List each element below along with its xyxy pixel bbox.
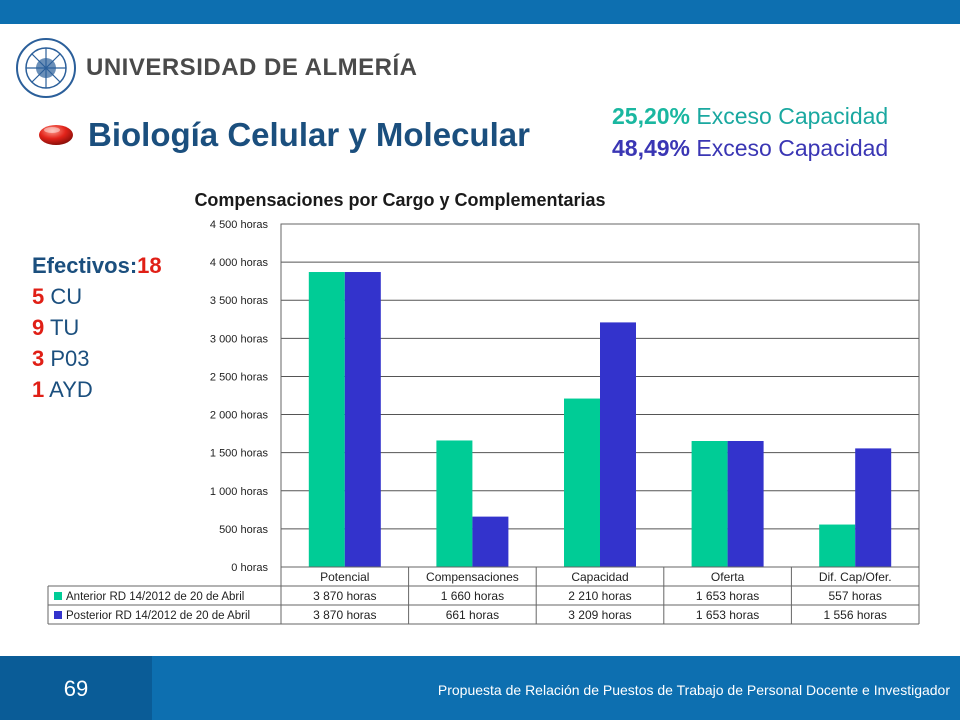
bar-series2 [472,516,509,567]
bar-series1 [308,272,345,567]
chart-title: Compensaciones por Cargo y Complementari… [194,190,606,210]
y-tick-label: 1 500 horas [210,448,269,460]
data-label: 3 870 horas [313,589,376,603]
excess-before-label: Exceso Capacidad [696,103,889,129]
data-label: 3 870 horas [313,608,376,622]
legend-swatch [54,611,62,619]
excess-before-pct: 25,20% [612,103,691,129]
data-label: 3 209 horas [568,608,631,622]
staff-item-count: 9 [32,315,45,340]
staff-item-cu: 5 CU [32,281,162,312]
excess-capacity-before: 25,20% Exceso Capacidad [612,103,888,130]
staff-item-label: AYD [49,377,93,402]
university-logo [16,38,76,98]
y-tick-label: 500 horas [219,524,268,536]
excess-after-pct: 48,49% [612,135,691,161]
footer-bar [0,656,960,720]
page-number-box [0,656,152,720]
y-tick-label: 1 000 horas [210,486,269,498]
staff-item-label: CU [50,284,83,309]
y-tick-label: 2 500 horas [210,371,269,383]
bar-series1 [691,441,728,567]
y-tick-label: 3 500 horas [210,295,269,307]
staff-total: Efectivos:18 [32,250,162,281]
category-label: Oferta [711,570,745,584]
excess-after-label: Exceso Capacidad [696,135,889,161]
staff-item-count: 5 [32,284,45,309]
data-label: 2 210 horas [568,589,631,603]
footer-text: Propuesta de Relación de Puestos de Trab… [437,682,950,698]
page-title: Biología Celular y Molecular [88,116,530,153]
legend-label: Posterior RD 14/2012 de 20 de Abril [66,610,250,622]
category-label: Capacidad [571,570,628,584]
category-label: Compensaciones [426,570,519,584]
staff-item-tu: 9 TU [32,312,162,343]
data-label: 1 556 horas [824,608,887,622]
page-number: 69 [63,676,89,701]
bar-series1 [564,398,600,567]
bar-series2 [727,441,764,567]
staff-item-count: 3 [32,346,45,371]
staff-item-p03: 3 P03 [32,343,162,374]
y-tick-label: 4 500 horas [210,219,269,231]
data-label: 1 653 horas [696,608,759,622]
legend-swatch [54,592,62,600]
data-label: 1 653 horas [696,589,759,603]
bar-series1 [819,524,856,567]
y-tick-label: 3 000 horas [210,333,269,345]
bar-series1 [436,440,473,567]
staff-total-value: 18 [137,253,162,278]
legend-label: Anterior RD 14/2012 de 20 de Abril [66,591,244,603]
y-tick-label: 0 horas [231,562,268,574]
university-name: UNIVERSIDAD DE ALMERÍA [86,54,418,81]
y-tick-label: 2 000 horas [210,410,269,422]
top-bar [0,0,960,24]
data-label: 557 horas [829,589,882,603]
staff-item-count: 1 [32,377,45,402]
category-label: Potencial [320,570,369,584]
staff-item-ayd: 1 AYD [32,374,162,405]
y-tick-label: 4 000 horas [210,257,269,269]
data-label: 661 horas [446,608,499,622]
staff-total-label: Efectivos: [32,253,138,278]
data-label: 1 660 horas [441,589,504,603]
excess-capacity-after: 48,49% Exceso Capacidad [612,135,888,162]
staff-summary: Efectivos:18 5 CU 9 TU 3 P03 1 AYD [32,250,162,405]
red-bullet-icon [39,125,73,145]
staff-item-label: TU [49,315,80,340]
bar-series2 [600,322,636,567]
bar-series2 [855,448,892,567]
bar-series2 [344,272,381,567]
category-label: Dif. Cap/Ofer. [819,570,892,584]
staff-item-label: P03 [50,346,90,371]
